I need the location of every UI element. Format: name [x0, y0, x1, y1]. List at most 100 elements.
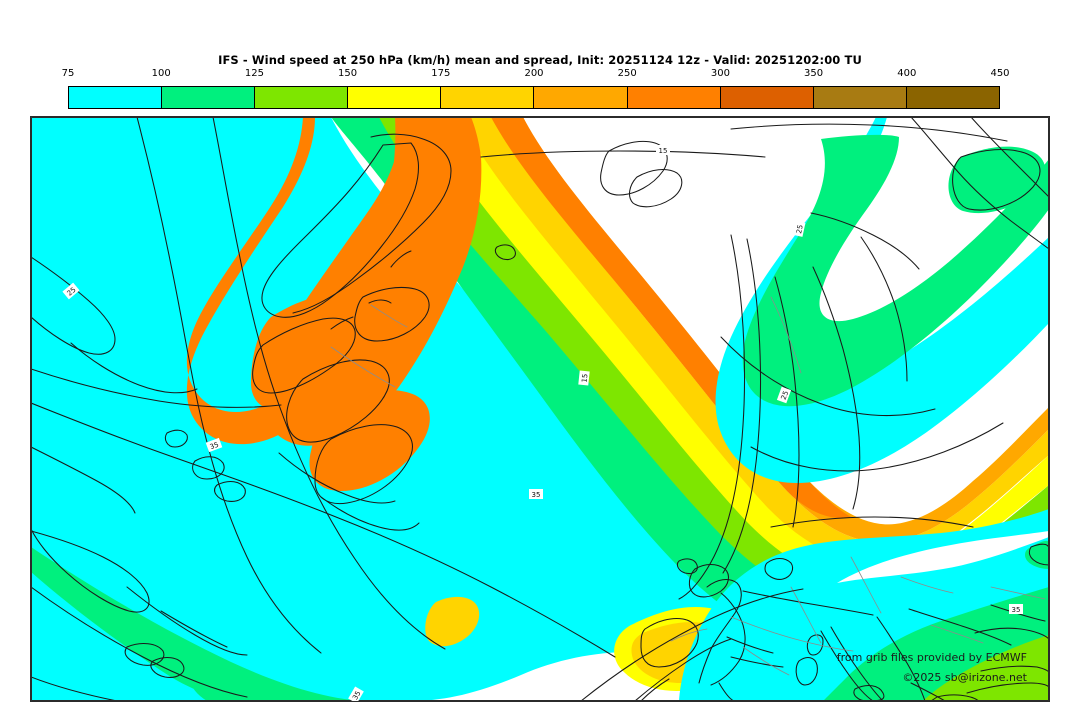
admin-borders [330, 296, 1046, 676]
colorbar-segment-175-200 [441, 87, 535, 108]
coast-greenland-inner3 [314, 424, 413, 505]
coast-greenland-sw [278, 452, 396, 504]
colorbar-tick-250: 250 [617, 68, 637, 79]
svg-text:25: 25 [795, 224, 805, 234]
coast-greece [910, 682, 946, 701]
coast-kola [810, 212, 920, 270]
coast-anatolia-south [966, 682, 1049, 694]
band-200-250-main [189, 117, 1049, 543]
svg-text:15: 15 [659, 147, 668, 155]
coast-greenland-fjord2 [330, 316, 354, 330]
coast-newfoundland [31, 528, 150, 613]
colorbar-tick-400: 400 [897, 68, 917, 79]
filled-contour-bands [31, 117, 1049, 701]
band-100-125-baltic-blob [948, 146, 1046, 214]
coast-svalbard2 [628, 168, 683, 208]
band-75-100-aegean-notch [837, 531, 1049, 583]
coast-norway [678, 234, 746, 600]
colorbar-tick-200: 200 [524, 68, 544, 79]
colorbar-segment-350-400 [813, 87, 907, 108]
coast-adriatic [876, 616, 926, 701]
coast-novaya [952, 149, 1041, 211]
contour-label-group: 15 15 25 35 35 25 [62, 145, 1023, 701]
colorbar-segment-200-250 [534, 87, 628, 108]
colorbar-segment-150-175 [348, 87, 442, 108]
coast-great-britain [698, 578, 742, 684]
coast-europe-north [742, 590, 874, 616]
band-250-300-core [227, 117, 851, 518]
contour-spread-15-top [480, 150, 766, 158]
coast-greenland-north [292, 133, 452, 314]
coast-labrador [31, 256, 116, 355]
colorbar-gradient [68, 86, 1000, 109]
svg-text:15: 15 [581, 373, 590, 383]
band-175-200-blob-c [425, 596, 480, 647]
band-100-125-main [61, 117, 1049, 657]
coast-svalbard [600, 140, 668, 196]
coast-greenland-south [320, 496, 420, 531]
map-plot-area[interactable]: 15 15 25 35 35 25 [30, 116, 1050, 702]
coast-biscay [726, 636, 774, 654]
coast-black-sea [974, 627, 1049, 640]
colorbar-tick-labels: 75 100 125 150 175 200 250 300 350 400 450 [62, 68, 1010, 82]
island-sw-3 [214, 480, 246, 502]
colorbar-tick-175: 175 [431, 68, 451, 79]
coast-newfoundland2 [126, 586, 248, 656]
coast-greenland-inner2 [286, 359, 390, 443]
coast-iceland [354, 286, 430, 342]
coast-ireland [640, 618, 699, 668]
colorbar-tick-100: 100 [151, 68, 171, 79]
band-125-150-aegean [923, 635, 1049, 701]
colorbar-tick-300: 300 [710, 68, 730, 79]
coast-baffin-edge [70, 342, 198, 394]
colorbar: 75 100 125 150 175 200 250 300 350 400 450 [62, 68, 1010, 113]
island-janmayen [494, 244, 516, 261]
contour-spread-right2 [770, 516, 974, 528]
svg-text:25: 25 [780, 390, 791, 401]
colorbar-segment-250-300 [627, 87, 721, 108]
coast-norway-west [722, 238, 762, 574]
band-75-100-west-edge [31, 237, 99, 331]
colorbar-tick-75: 75 [61, 68, 75, 79]
border-spain-france [730, 656, 784, 668]
credit-source: from grib files provided by ECMWF [836, 651, 1027, 664]
band-75-100-sw-corner [31, 572, 245, 701]
island-sardinia [795, 656, 818, 686]
island-sw-4 [124, 642, 165, 666]
island-sw-1 [164, 429, 188, 448]
coast-turkey [980, 665, 1049, 674]
coast-russia-north [910, 117, 1049, 250]
colorbar-tick-350: 350 [804, 68, 824, 79]
contour-spread-sw1 [31, 586, 248, 698]
credit-copyright: ©2025 sb@irizone.net [902, 671, 1027, 684]
band-250-300-blob-a [251, 294, 381, 412]
weather-map: 15 15 25 35 35 25 [31, 117, 1049, 701]
band-100-125-baltic [742, 134, 1049, 407]
band-250-300-blob-b [309, 390, 430, 491]
band-125-150-main [101, 117, 1049, 610]
svg-text:35: 35 [532, 491, 541, 499]
coast-portugal [640, 678, 670, 701]
colorbar-segment-300-350 [720, 87, 814, 108]
colorbar-segment-100-125 [162, 87, 256, 108]
svg-text:35: 35 [1012, 606, 1021, 614]
coast-russia-north2 [970, 117, 1049, 198]
coast-scotland [688, 563, 730, 598]
page-title: IFS - Wind speed at 250 hPa (km/h) mean … [218, 53, 862, 67]
colorbar-tick-150: 150 [338, 68, 358, 79]
contour-spread-25-top [730, 123, 1008, 142]
coast-greenland [261, 142, 420, 318]
colorbar-tick-450: 450 [990, 68, 1010, 79]
coast-quebec [31, 446, 136, 514]
coast-iceland-detail [368, 299, 392, 304]
svg-text:35: 35 [351, 690, 362, 701]
coastlines [31, 117, 1049, 701]
coast-greenland-inner1 [252, 317, 356, 394]
island-sw-2 [192, 456, 225, 480]
band-175-200-main [159, 117, 1049, 563]
band-75-100-main [31, 117, 1049, 701]
colorbar-segment-125-150 [255, 87, 349, 108]
coast-baltic-sweden [774, 276, 800, 528]
coast-balkans [908, 608, 1012, 646]
coast-iberia [634, 638, 732, 701]
